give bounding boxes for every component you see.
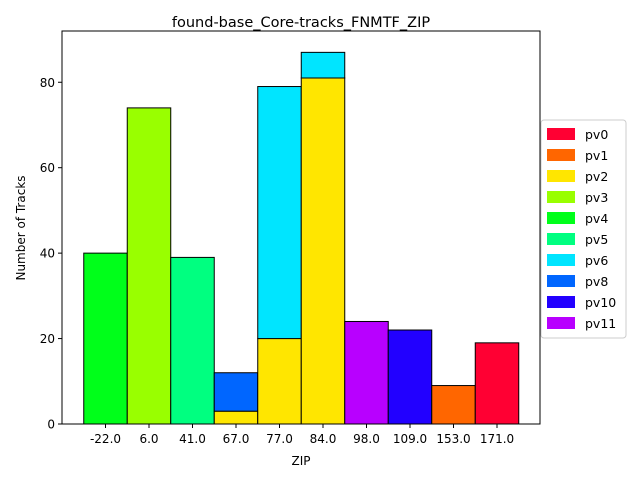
x-tick-label: -22.0 — [90, 432, 121, 446]
bar-pv8-3 — [213, 372, 259, 412]
x-axis-label: ZIP — [292, 454, 311, 468]
legend-swatch-pv10 — [547, 296, 575, 308]
x-tick-label: 98.0 — [353, 432, 380, 446]
x-tick-label: 41.0 — [179, 432, 206, 446]
x-tick-label: 153.0 — [436, 432, 470, 446]
legend-label-pv6: pv6 — [585, 253, 608, 268]
x-tick-label: 109.0 — [393, 432, 427, 446]
legend-swatch-pv11 — [547, 317, 575, 329]
x-tick-label: 77.0 — [266, 432, 293, 446]
bar-pv6-4 — [257, 86, 302, 340]
legend-swatch-pv4 — [547, 212, 575, 224]
x-tick-label: 67.0 — [223, 432, 250, 446]
x-tick-label: 84.0 — [310, 432, 337, 446]
y-tick-label: 80 — [40, 76, 55, 90]
legend: pv0 pv1 pv2 pv3 pv4 pv5 pv6 pv8 pv10 pv11 — [540, 119, 627, 339]
bar-pv5-2 — [170, 256, 215, 425]
legend-label-pv3: pv3 — [585, 190, 608, 205]
x-tick-label: 171.0 — [480, 432, 514, 446]
legend-swatch-pv2 — [547, 170, 575, 182]
chart-title: found-base_Core-tracks_FNMTF_ZIP — [172, 15, 430, 31]
y-tick-label: 60 — [40, 161, 55, 175]
bar-pv3-1 — [126, 107, 172, 425]
legend-label-pv5: pv5 — [585, 232, 608, 247]
legend-label-pv10: pv10 — [585, 295, 616, 310]
legend-swatch-pv8 — [547, 275, 575, 287]
bar-pv2-5 — [300, 77, 346, 425]
plot-frame — [61, 30, 541, 425]
x-tick-label: 6.0 — [139, 432, 158, 446]
legend-label-pv4: pv4 — [585, 211, 608, 226]
legend-swatch-pv5 — [547, 233, 575, 245]
legend-label-pv0: pv0 — [585, 127, 608, 142]
bar-pv2-3 — [213, 410, 259, 425]
y-tick-label: 40 — [40, 247, 55, 261]
y-tick-label: 20 — [40, 332, 55, 346]
y-axis: 0 20 40 60 80 — [40, 76, 62, 432]
legend-label-pv2: pv2 — [585, 169, 608, 184]
bar-pv4-0 — [83, 252, 128, 425]
legend-label-pv11: pv11 — [585, 316, 616, 331]
bars-layer — [83, 51, 520, 425]
bar-pv0-9 — [474, 342, 520, 425]
y-axis-label: Number of Tracks — [14, 175, 28, 280]
legend-label-pv8: pv8 — [585, 274, 608, 289]
bar-pv2-4 — [257, 338, 302, 425]
bar-pv10-7 — [387, 329, 433, 425]
legend-swatch-pv1 — [547, 149, 575, 161]
legend-swatch-pv6 — [547, 254, 575, 266]
bar-pv6-5 — [300, 51, 346, 79]
legend-swatch-pv0 — [547, 128, 575, 140]
bar-pv1-8 — [431, 385, 476, 425]
legend-swatch-pv3 — [547, 191, 575, 203]
y-tick-label: 0 — [47, 418, 55, 432]
bar-pv11-6 — [344, 320, 389, 425]
x-axis: -22.0 6.0 41.0 67.0 77.0 84.0 98.0 109.0 153.0 17… — [90, 424, 514, 446]
legend-label-pv1: pv1 — [585, 148, 608, 163]
